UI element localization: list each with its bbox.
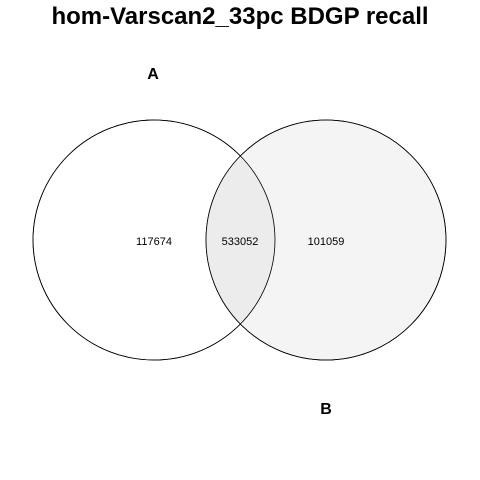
set-b-outline <box>205 119 447 361</box>
set-a-only-count: 117674 <box>136 236 172 248</box>
set-b-label: B <box>320 401 332 418</box>
set-b-only-count: 101059 <box>308 236 345 248</box>
set-a-outline <box>32 119 276 361</box>
set-a-label: A <box>147 66 159 83</box>
diagram-title: hom-Varscan2_33pc BDGP recall <box>51 3 428 30</box>
intersection-count: 533052 <box>222 236 259 248</box>
